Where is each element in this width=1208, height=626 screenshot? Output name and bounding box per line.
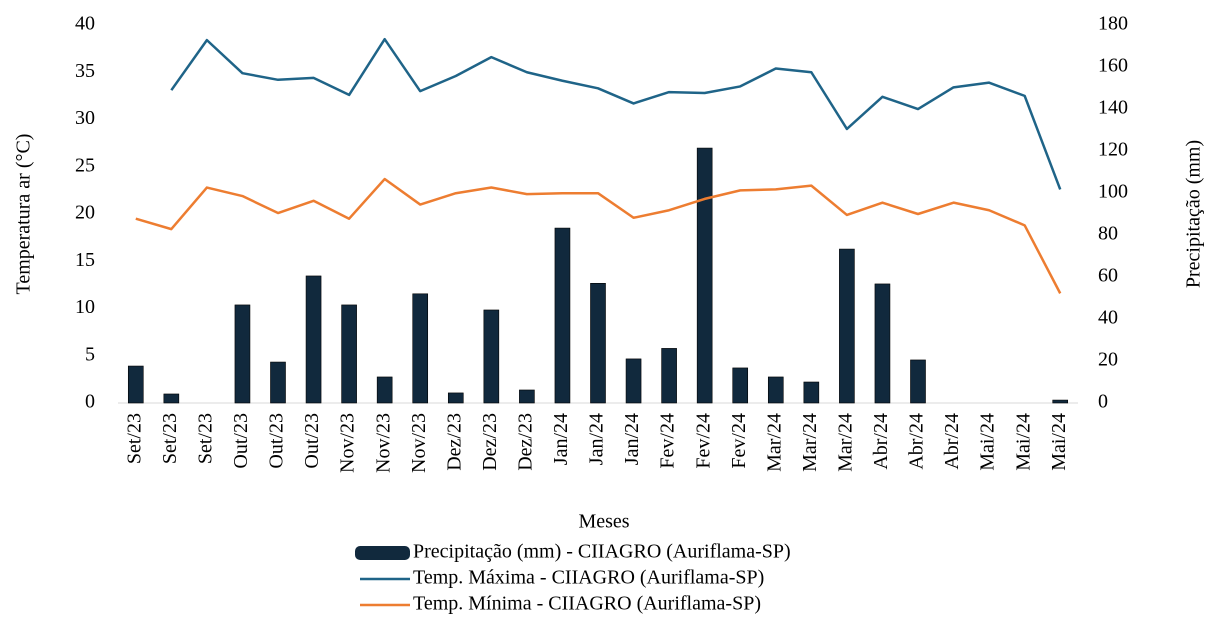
y-tick-label: 25 [75, 154, 95, 176]
x-tick-label: Fev/24 [728, 413, 750, 469]
bar [1052, 399, 1069, 404]
bar [234, 304, 251, 404]
bar [305, 275, 322, 404]
y-tick-label: 35 [75, 60, 95, 82]
y-axis-label: Temperatura ar (°C) [13, 134, 35, 295]
x-tick-label: Set/23 [159, 413, 181, 464]
bar [696, 147, 713, 404]
y2-tick-label: 100 [1098, 181, 1128, 203]
bar [412, 293, 429, 404]
x-tick-label: Jan/24 [550, 413, 572, 465]
bar [376, 376, 393, 404]
bar [341, 304, 357, 404]
bar [554, 227, 571, 404]
y2-tick-label: 40 [1098, 307, 1118, 329]
bar [803, 381, 820, 404]
legend-label: Precipitação (mm) - CIIAGRO (Auriflama-S… [413, 541, 791, 563]
y2-tick-label: 0 [1098, 391, 1108, 413]
y-tick-label: 0 [85, 391, 95, 413]
x-tick-label: Mai/24 [1012, 413, 1034, 471]
x-tick-label: Mar/24 [763, 413, 785, 472]
x-tick-label: Mar/24 [834, 413, 856, 472]
x-tick-label: Out/23 [230, 413, 252, 469]
bar [163, 393, 180, 404]
bar [590, 282, 606, 404]
x-tick-label: Mai/24 [1048, 413, 1070, 471]
x-axis-label: Meses [578, 511, 629, 533]
y-tick-label: 15 [75, 249, 95, 271]
y2-tick-label: 80 [1098, 223, 1118, 245]
x-tick-label: Out/23 [301, 413, 323, 469]
y-tick-label: 30 [75, 107, 95, 129]
bar [447, 392, 464, 404]
legend-swatch [355, 546, 410, 560]
x-tick-label: Abr/24 [941, 413, 963, 470]
x-tick-label: Fev/24 [692, 413, 714, 469]
x-tick-label: Jan/24 [586, 413, 608, 465]
bar [874, 283, 891, 404]
bar [483, 309, 500, 404]
x-tick-label: Mai/24 [977, 413, 999, 471]
x-tick-label: Jan/24 [621, 413, 643, 465]
bar [519, 389, 535, 404]
x-tick-label: Fev/24 [657, 413, 679, 469]
x-tick-label: Mar/24 [799, 413, 821, 472]
y-tick-label: 40 [75, 13, 95, 35]
x-tick-label: Dez/23 [479, 413, 501, 471]
x-tick-label: Set/23 [194, 413, 216, 464]
bar [127, 365, 144, 404]
y2-tick-label: 120 [1098, 139, 1128, 161]
x-tick-label: Dez/23 [443, 413, 465, 471]
bar [839, 248, 855, 404]
bar [910, 359, 926, 404]
y-tick-label: 20 [75, 202, 95, 224]
y2-tick-label: 60 [1098, 265, 1118, 287]
bar [767, 376, 784, 404]
legend-label: Temp. Mínima - CIIAGRO (Auriflama-SP) [413, 593, 761, 615]
x-tick-label: Set/23 [123, 413, 145, 464]
bar [732, 367, 749, 404]
y2-axis-label: Precipitação (mm) [1183, 140, 1205, 288]
x-tick-label: Out/23 [266, 413, 288, 469]
y-tick-label: 5 [85, 343, 95, 365]
y-tick-label: 10 [75, 296, 95, 318]
y2-tick-label: 140 [1098, 97, 1128, 119]
legend-label: Temp. Máxima - CIIAGRO (Auriflama-SP) [413, 567, 764, 589]
x-tick-label: Dez/23 [514, 413, 536, 471]
line-series [170, 37, 1062, 190]
x-tick-label: Nov/23 [372, 413, 394, 473]
bar [270, 361, 286, 404]
x-tick-label: Abr/24 [870, 413, 892, 470]
y2-tick-label: 160 [1098, 55, 1128, 77]
y2-tick-label: 20 [1098, 349, 1118, 371]
bar [661, 348, 677, 404]
line-series [135, 177, 1062, 294]
x-tick-label: Abr/24 [906, 413, 928, 470]
x-tick-label: Nov/23 [337, 413, 359, 473]
y2-tick-label: 180 [1098, 13, 1128, 35]
x-tick-label: Nov/23 [408, 413, 430, 473]
bar [625, 358, 642, 404]
